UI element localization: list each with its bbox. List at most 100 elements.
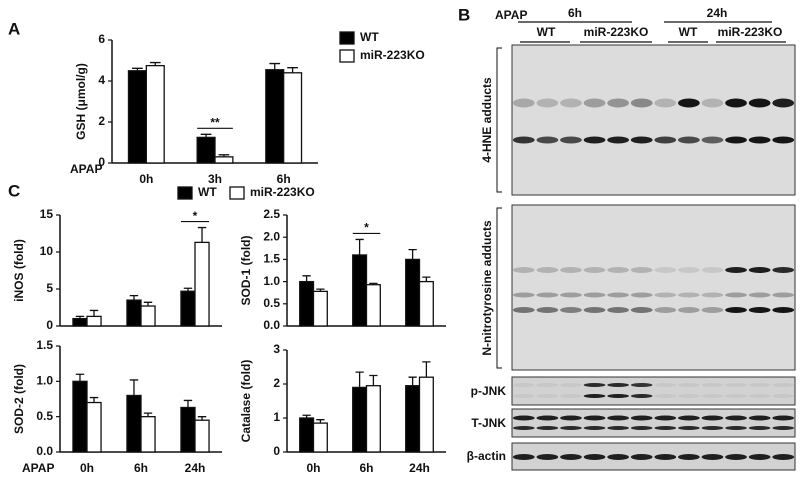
blot-band <box>748 426 771 430</box>
blot-band <box>560 292 582 298</box>
bar <box>299 280 315 327</box>
bar <box>126 299 142 327</box>
blot-band <box>607 98 629 108</box>
error-bar <box>183 399 193 408</box>
bar <box>180 290 196 327</box>
blot-band <box>512 267 535 273</box>
error-bar <box>197 226 207 243</box>
x-axis-label: APAP <box>22 461 54 475</box>
y-tick-label: 10 <box>40 244 54 258</box>
error-bar <box>132 67 143 71</box>
legend-swatch <box>229 186 245 200</box>
blot-band <box>630 426 653 430</box>
blot-band <box>701 307 724 313</box>
x-tick-label: 6h <box>359 461 373 475</box>
bar <box>194 241 210 327</box>
blot-band <box>512 136 535 144</box>
y-tick-label: 6 <box>98 32 105 46</box>
error-bar <box>129 295 139 301</box>
y-tick-label: 2 <box>98 114 105 128</box>
blot-band <box>607 415 629 421</box>
blot-band <box>536 426 559 430</box>
blot-band <box>560 383 582 387</box>
blot-band <box>772 267 795 273</box>
bar <box>299 417 315 453</box>
blot-band <box>725 426 747 430</box>
blot-band <box>654 394 677 398</box>
y-axis-label: Catalase (fold) <box>239 360 253 443</box>
error-bar <box>355 238 364 255</box>
annotation: * <box>193 209 198 223</box>
annotation: ** <box>210 115 220 129</box>
y-axis-label: GSH (μmol/g) <box>74 63 88 140</box>
blot-row-label: N-nitrotyrosine adducts <box>480 220 494 356</box>
blot-group: WT <box>537 25 556 39</box>
blot-band <box>701 292 724 298</box>
blot-band <box>560 415 582 421</box>
legend-label: miR-223KO <box>360 48 425 62</box>
blot-band <box>536 383 559 387</box>
blot-band <box>678 426 700 430</box>
blot-band <box>607 394 629 398</box>
blot-band <box>654 307 677 313</box>
bar <box>405 385 421 453</box>
blot-band <box>772 98 795 108</box>
error-bar <box>269 62 281 70</box>
blot-band <box>512 383 535 387</box>
blot-band <box>560 394 582 398</box>
error-bar <box>302 414 311 418</box>
blot-band <box>678 394 700 398</box>
blot-band <box>560 136 582 144</box>
blot-band <box>678 383 700 387</box>
blot-images <box>511 44 796 471</box>
blot-band <box>583 394 606 398</box>
legend-label: WT <box>360 30 379 44</box>
bar <box>194 419 210 453</box>
blot-box <box>511 204 796 371</box>
blot-band <box>560 98 582 108</box>
y-tick-label: 5 <box>46 281 53 295</box>
blot-band <box>678 307 700 313</box>
blot-band <box>772 394 795 398</box>
bar <box>365 284 381 327</box>
blot-band <box>725 415 747 421</box>
blot-band <box>748 136 771 144</box>
blot-band <box>772 307 795 313</box>
error-bar <box>143 412 153 417</box>
blot-band <box>678 292 700 298</box>
blot-band <box>678 136 700 144</box>
blot-band <box>512 394 535 398</box>
x-tick-label: 0h <box>139 172 153 186</box>
y-tick-label: 0.0 <box>263 318 280 332</box>
blot-band <box>678 267 700 273</box>
blot-band <box>725 383 747 387</box>
blot-band <box>654 454 677 460</box>
blot-band <box>748 307 771 313</box>
error-bar <box>129 379 139 396</box>
blot-box <box>511 408 796 438</box>
x-tick-label: 0h <box>306 461 320 475</box>
error-bar <box>143 301 153 307</box>
blot-band <box>748 415 771 421</box>
bar <box>140 416 156 453</box>
blot-band <box>536 394 559 398</box>
blot-band <box>607 267 629 273</box>
bar <box>140 305 156 327</box>
blot-band <box>583 383 606 387</box>
bar <box>352 386 368 453</box>
error-bar <box>316 288 325 292</box>
legend-swatch <box>339 31 355 45</box>
y-tick-label: 1.0 <box>263 274 280 288</box>
blot-band <box>654 415 677 421</box>
blot-band <box>607 454 629 460</box>
error-bar <box>197 416 207 421</box>
bar <box>145 64 165 164</box>
blot-band <box>560 426 582 430</box>
blot-row-label: T-JNK <box>471 416 506 430</box>
blot-band <box>630 307 653 313</box>
bar <box>283 72 303 164</box>
bar <box>365 385 381 453</box>
bar <box>180 406 196 453</box>
y-tick-label: 0 <box>273 444 280 458</box>
bracket <box>496 47 502 193</box>
